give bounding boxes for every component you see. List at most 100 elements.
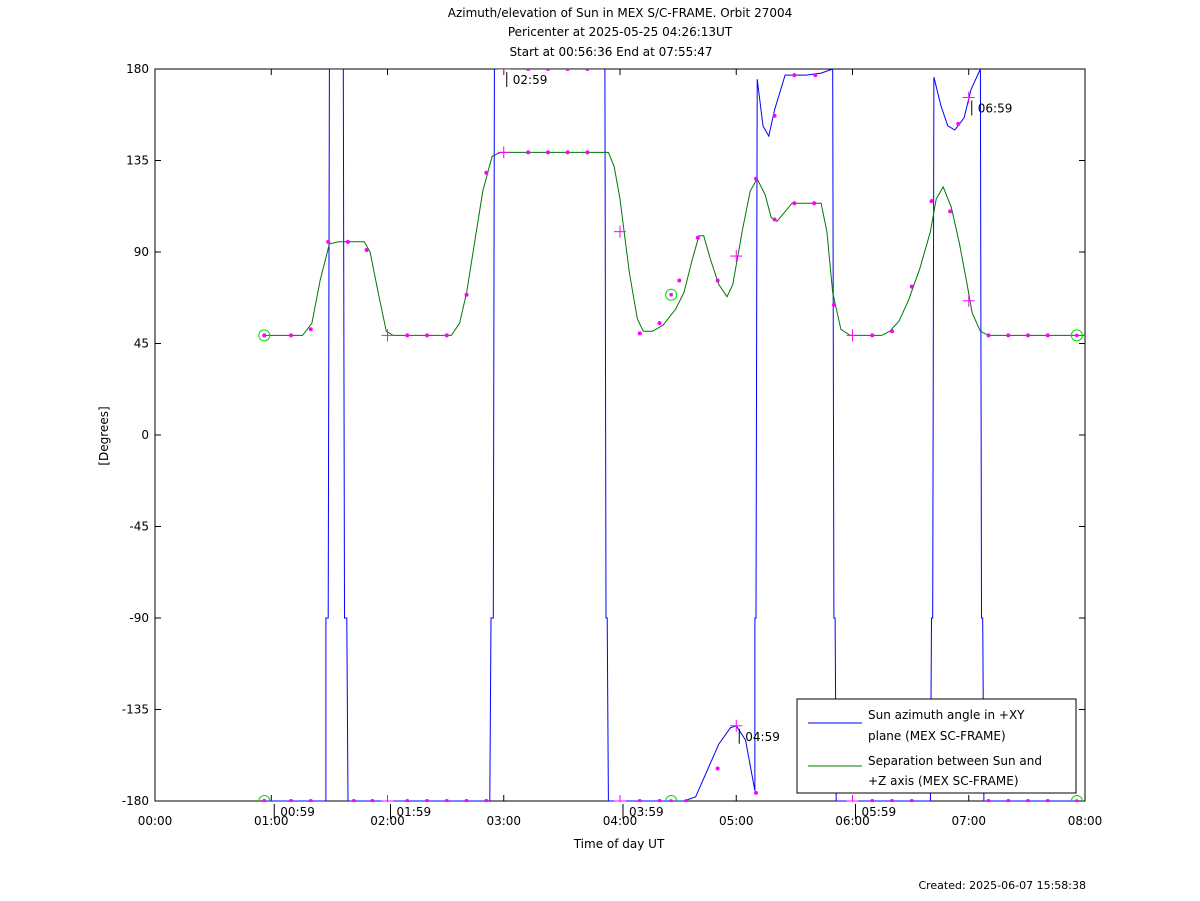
time-annotation: 00:59 bbox=[273, 804, 315, 819]
time-annotation: 04:59 bbox=[738, 728, 780, 744]
legend-box bbox=[796, 698, 1077, 794]
data-point-marker bbox=[289, 799, 294, 802]
hour-cross-marker bbox=[614, 795, 626, 802]
y-axis: 180 135 90 45 0 -45 -90 -135 -180 bbox=[122, 62, 1085, 808]
time-annotation: 05:59 bbox=[855, 804, 897, 819]
data-point-marker bbox=[464, 799, 469, 802]
x-tick-label: 02:00 bbox=[370, 814, 405, 828]
data-point-marker bbox=[890, 329, 895, 334]
data-point-marker bbox=[657, 799, 662, 802]
data-point-marker bbox=[308, 327, 313, 332]
x-axis: 00:00 01:00 02:00 03:00 04:00 05:00 06:00 07:00… bbox=[138, 69, 1103, 828]
data-point-marker bbox=[425, 799, 430, 802]
y-tick-label: 45 bbox=[134, 337, 149, 351]
data-point-marker bbox=[715, 278, 720, 283]
data-point-marker bbox=[1006, 333, 1011, 338]
time-annotation: 01:59 bbox=[390, 804, 431, 819]
endpoint-circle-marker bbox=[665, 288, 678, 301]
time-annotation-label: 04:59 bbox=[745, 730, 780, 744]
time-annotation-label: 00:59 bbox=[280, 805, 315, 819]
data-point-marker bbox=[754, 176, 759, 181]
series-line-separation bbox=[264, 151, 1085, 336]
legend: Sun azimuth angle in +XY plane (MEX SC-F… bbox=[796, 698, 1077, 794]
endpoint-circle-marker bbox=[258, 329, 271, 342]
data-point-marker bbox=[909, 284, 914, 289]
time-annotations: 00:59 01:59 02:59 03:59 04:59 05:59 06:59 bbox=[273, 72, 1013, 819]
data-point-marker bbox=[870, 799, 875, 802]
data-point-marker bbox=[526, 150, 531, 155]
hour-cross-marker bbox=[381, 329, 394, 342]
data-point-marker bbox=[772, 113, 777, 118]
data-point-marker bbox=[792, 201, 797, 206]
data-point-marker bbox=[813, 73, 818, 78]
x-tick-label: 07:00 bbox=[951, 814, 986, 828]
series-line-azimuth bbox=[264, 69, 1077, 802]
series-lines bbox=[264, 69, 1085, 802]
hour-cross-marker bbox=[381, 795, 394, 802]
data-point-marker bbox=[890, 799, 895, 802]
data-point-marker bbox=[772, 217, 777, 222]
data-point-marker bbox=[684, 799, 689, 802]
data-point-marker bbox=[715, 766, 720, 771]
data-point-marker bbox=[637, 799, 642, 802]
legend-label-separation-line1: Separation between Sun and bbox=[868, 754, 1042, 768]
endpoint-circle-marker bbox=[1070, 329, 1083, 342]
data-point-marker bbox=[695, 235, 700, 240]
x-axis-label: Time of day UT bbox=[573, 837, 665, 851]
legend-label-azimuth-line1: Sun azimuth angle in +XY bbox=[868, 708, 1025, 722]
data-point-marker bbox=[637, 331, 642, 336]
hour-cross-marker bbox=[846, 795, 859, 802]
data-point-marker bbox=[792, 73, 797, 78]
y-tick-label: -135 bbox=[122, 703, 149, 717]
data-point-marker bbox=[657, 321, 662, 326]
data-point-marker bbox=[345, 239, 350, 244]
x-tick-label: 08:00 bbox=[1068, 814, 1103, 828]
plot-area-frame bbox=[154, 68, 1086, 802]
y-tick-label: 180 bbox=[126, 62, 149, 76]
data-point-marker bbox=[370, 799, 375, 802]
data-point-marker bbox=[289, 333, 294, 338]
time-annotation: 02:59 bbox=[506, 72, 547, 87]
hour-cross-marker bbox=[614, 225, 626, 238]
y-tick-label: 0 bbox=[141, 428, 149, 442]
data-point-marker bbox=[464, 292, 469, 297]
chart-title-line1: Azimuth/elevation of Sun in MEX S/C-FRAM… bbox=[448, 6, 793, 20]
x-tick-label: 01:00 bbox=[254, 814, 289, 828]
time-annotation-label: 03:59 bbox=[629, 805, 664, 819]
legend-label-separation-line2: +Z axis (MEX SC-FRAME) bbox=[868, 774, 1019, 788]
data-point-marker bbox=[545, 150, 550, 155]
y-axis-label: [Degrees] bbox=[97, 406, 111, 465]
y-tick-label: 90 bbox=[134, 245, 149, 259]
hour-cross-marker bbox=[730, 719, 743, 732]
endpoint-circle-marker bbox=[1070, 795, 1083, 802]
data-point-marker bbox=[444, 799, 449, 802]
chart-title-line3: Start at 00:56:36 End at 07:55:47 bbox=[509, 45, 712, 59]
data-point-marker bbox=[585, 150, 590, 155]
hour-cross-marker bbox=[730, 250, 743, 263]
x-tick-label: 04:00 bbox=[603, 814, 638, 828]
y-tick-label: -45 bbox=[129, 520, 149, 534]
time-annotation-label: 06:59 bbox=[978, 101, 1013, 115]
data-point-marker bbox=[425, 333, 430, 338]
data-point-marker bbox=[986, 333, 991, 338]
data-point-marker bbox=[364, 247, 369, 252]
data-point-marker bbox=[831, 302, 836, 307]
data-point-marker bbox=[351, 799, 356, 802]
y-tick-label: 135 bbox=[126, 154, 149, 168]
hour-cross-marker bbox=[497, 69, 510, 75]
data-point-marker bbox=[405, 799, 410, 802]
hour-cross-marker bbox=[962, 294, 975, 307]
hour-cross-marker bbox=[962, 91, 975, 104]
x-tick-label: 03:00 bbox=[486, 814, 521, 828]
data-point-marker bbox=[444, 333, 449, 338]
data-point-marker bbox=[909, 799, 914, 802]
y-tick-label: -180 bbox=[122, 794, 149, 808]
data-point-marker bbox=[812, 201, 817, 206]
time-annotation-label: 05:59 bbox=[862, 805, 897, 819]
y-tick-label: -90 bbox=[129, 611, 149, 625]
chart-title-line2: Pericenter at 2025-05-25 04:26:13UT bbox=[508, 25, 733, 39]
data-point-marker bbox=[956, 121, 961, 126]
data-point-marker bbox=[484, 799, 489, 802]
data-point-marker bbox=[326, 239, 331, 244]
